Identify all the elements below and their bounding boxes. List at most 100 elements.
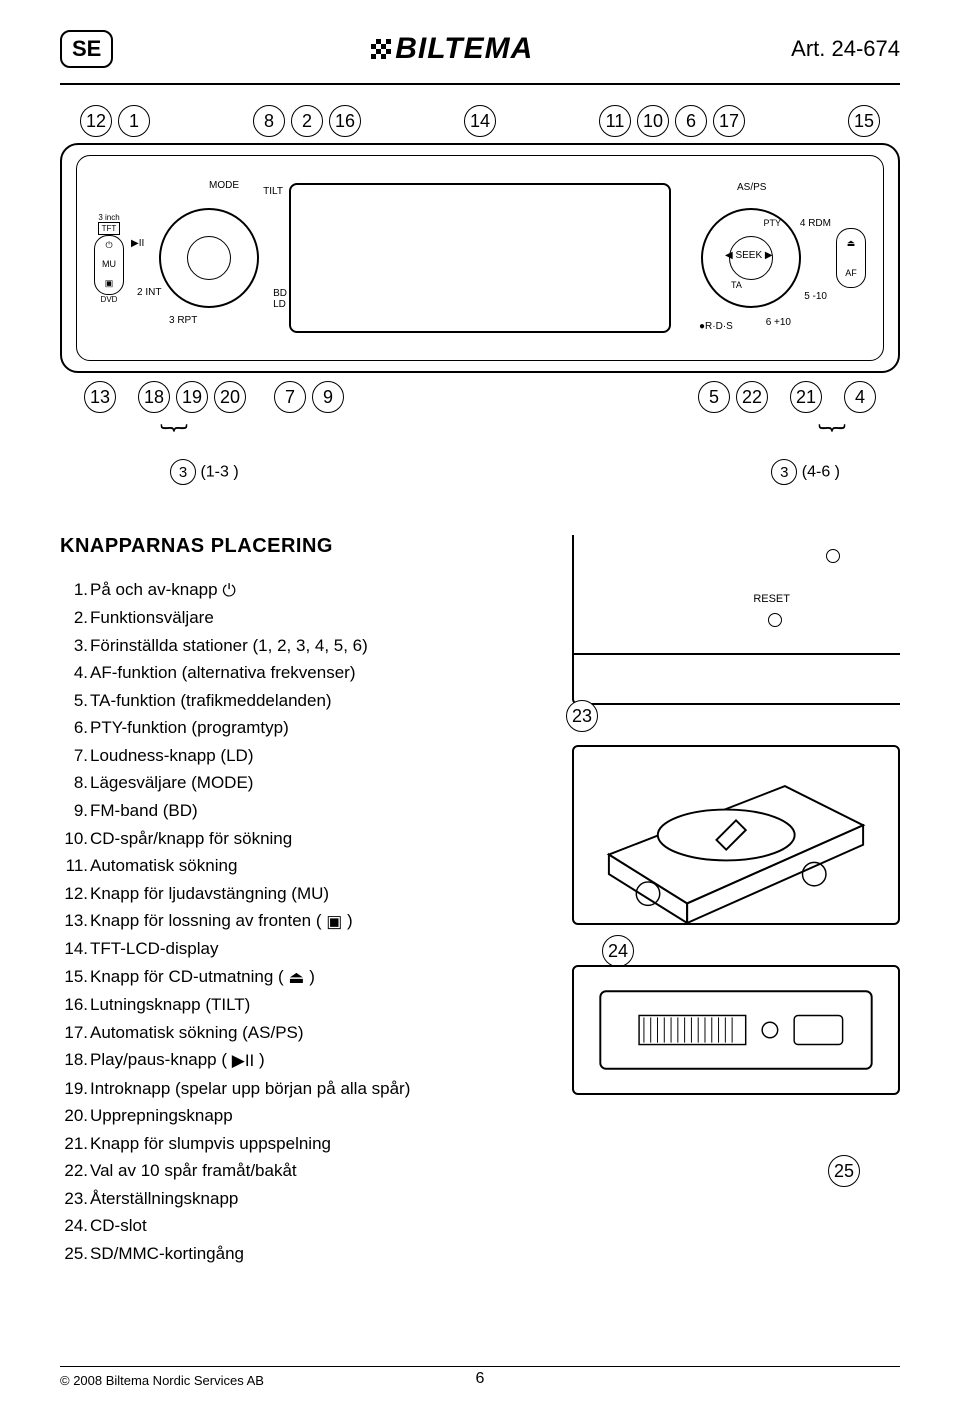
- list-text: SD/MMC-kortingång: [90, 1240, 552, 1268]
- callout-3-right: 3: [771, 459, 797, 485]
- list-item: 13.Knapp för lossning av fronten ( ▣ ): [60, 907, 552, 935]
- reset-pin-icon: [768, 613, 782, 627]
- left-brace: ︸: [160, 417, 182, 457]
- list-text: AF-funktion (alternativa frekvenser): [90, 659, 552, 687]
- list-number: 13.: [60, 907, 88, 935]
- power-icon: ⏻: [222, 577, 235, 605]
- logo-checker-icon: [371, 39, 391, 59]
- ta-label: TA: [731, 280, 742, 290]
- list-item: 20.Upprepningsknapp: [60, 1102, 552, 1130]
- tilt-label: TILT: [263, 186, 283, 197]
- eject-box-icon: ▣: [326, 908, 342, 936]
- list-item: 1.På och av-knapp ⏻: [60, 576, 552, 604]
- list-text: CD-spår/knapp för sökning: [90, 825, 552, 853]
- rdm-label: 4 RDM: [800, 218, 831, 229]
- list-text: Knapp för CD-utmatning ( ⏏ ): [90, 963, 552, 991]
- lang-badge: SE: [60, 30, 113, 68]
- callout-7: 7: [274, 381, 306, 413]
- play-icon: ▶II: [131, 238, 144, 249]
- list-text: TFT-LCD-display: [90, 935, 552, 963]
- eject-icon: ⏏: [288, 964, 304, 992]
- list-number: 9.: [60, 797, 88, 825]
- list-number: 1.: [60, 576, 88, 604]
- list-item: 21.Knapp för slumpvis uppspelning: [60, 1130, 552, 1158]
- cd-slot-svg: [574, 747, 898, 923]
- list-number: 4.: [60, 659, 88, 687]
- list-item: 23.Återställningsknapp: [60, 1185, 552, 1213]
- release-icon: ▣: [105, 278, 114, 289]
- list-number: 20.: [60, 1102, 88, 1130]
- list-item: 12.Knapp för ljudavstängning (MU): [60, 880, 552, 908]
- device-faceplate: 3 inch TFT ⏻ MU ▣ DVD MODE TILT ▶II 2 IN…: [60, 143, 900, 373]
- figure-back-panel: [572, 965, 900, 1095]
- list-number: 18.: [60, 1046, 88, 1074]
- bd-ld-label: BDLD: [273, 288, 287, 310]
- article-number: Art. 24-674: [791, 36, 900, 62]
- list-text: Lutningsknapp (TILT): [90, 991, 552, 1019]
- callout-4: 4: [844, 381, 876, 413]
- list-item: 3.Förinställda stationer (1, 2, 3, 4, 5,…: [60, 632, 552, 660]
- list-number: 6.: [60, 714, 88, 742]
- reset-label: RESET: [753, 593, 790, 605]
- reset-bottom-edge: [574, 653, 900, 703]
- callout-9: 9: [312, 381, 344, 413]
- list-item: 24.CD-slot: [60, 1212, 552, 1240]
- list-number: 7.: [60, 742, 88, 770]
- section-heading: KNAPPARNAS PLACERING: [60, 535, 552, 558]
- plus10-label: 6 +10: [766, 317, 791, 328]
- callout-16: 16: [329, 105, 361, 137]
- list-item: 6.PTY-funktion (programtyp): [60, 714, 552, 742]
- brace-row: ︸ ︸: [60, 417, 900, 457]
- right-knob: AS/PS PTY ◀ SEEK ▶ TA 4 RDM 5 -10 6 +10 …: [681, 178, 821, 338]
- list-item: 22.Val av 10 spår framåt/bakåt: [60, 1157, 552, 1185]
- list-text: Förinställda stationer (1, 2, 3, 4, 5, 6…: [90, 632, 552, 660]
- callout-21: 21: [790, 381, 822, 413]
- sub-left-text: (1-3 ): [200, 464, 238, 481]
- list-text: Play/paus-knapp ( ▶II ): [90, 1046, 552, 1074]
- rds-label: ●R·D·S: [699, 321, 733, 332]
- list-text: Introknapp (spelar upp början på alla sp…: [90, 1075, 552, 1103]
- mu-button-pill: ⏻ MU ▣: [94, 235, 124, 295]
- list-number: 23.: [60, 1185, 88, 1213]
- list-number: 25.: [60, 1240, 88, 1268]
- playpause-icon: ▶II: [232, 1047, 255, 1075]
- list-text: Knapp för ljudavstängning (MU): [90, 880, 552, 908]
- device-inner: 3 inch TFT ⏻ MU ▣ DVD MODE TILT ▶II 2 IN…: [76, 155, 884, 361]
- eject-af-pill: ⏏ AF: [836, 228, 866, 288]
- list-item: 25.SD/MMC-kortingång: [60, 1240, 552, 1268]
- list-text: Funktionsväljare: [90, 604, 552, 632]
- int-label: 2 INT: [137, 287, 161, 298]
- main-content: KNAPPARNAS PLACERING 1.På och av-knapp ⏻…: [60, 535, 900, 1267]
- list-item: 2.Funktionsväljare: [60, 604, 552, 632]
- callout-14: 14: [464, 105, 496, 137]
- page-header: SE BILTEMA Art. 24-674: [60, 30, 900, 68]
- callout-5: 5: [698, 381, 730, 413]
- tft-inch-label: 3 inch: [98, 213, 121, 222]
- list-text: CD-slot: [90, 1212, 552, 1240]
- callout-22: 22: [736, 381, 768, 413]
- list-item: 17.Automatisk sökning (AS/PS): [60, 1019, 552, 1047]
- list-item: 7.Loudness-knapp (LD): [60, 742, 552, 770]
- brand-logo: BILTEMA: [371, 32, 533, 66]
- list-text: Automatisk sökning (AS/PS): [90, 1019, 552, 1047]
- list-text: PTY-funktion (programtyp): [90, 714, 552, 742]
- list-text: Knapp för lossning av fronten ( ▣ ): [90, 907, 552, 935]
- list-item: 14.TFT-LCD-display: [60, 935, 552, 963]
- callout-8: 8: [253, 105, 285, 137]
- list-item: 4.AF-funktion (alternativa frekvenser): [60, 659, 552, 687]
- mode-label: MODE: [209, 180, 239, 191]
- callout-17: 17: [713, 105, 745, 137]
- bottom-callout-row: 13 18 19 20 7 9 5 22 21 4: [60, 381, 900, 413]
- list-number: 2.: [60, 604, 88, 632]
- figure-cd-slot: [572, 745, 900, 925]
- af-label: AF: [845, 268, 857, 278]
- callout-12: 12: [80, 105, 112, 137]
- list-item: 19.Introknapp (spelar upp början på alla…: [60, 1075, 552, 1103]
- mu-label: MU: [102, 259, 116, 269]
- callout-15: 15: [848, 105, 880, 137]
- callout-20: 20: [214, 381, 246, 413]
- list-text: Val av 10 spår framåt/bakåt: [90, 1157, 552, 1185]
- list-item: 8.Lägesväljare (MODE): [60, 769, 552, 797]
- list-text: Återställningsknapp: [90, 1185, 552, 1213]
- list-number: 21.: [60, 1130, 88, 1158]
